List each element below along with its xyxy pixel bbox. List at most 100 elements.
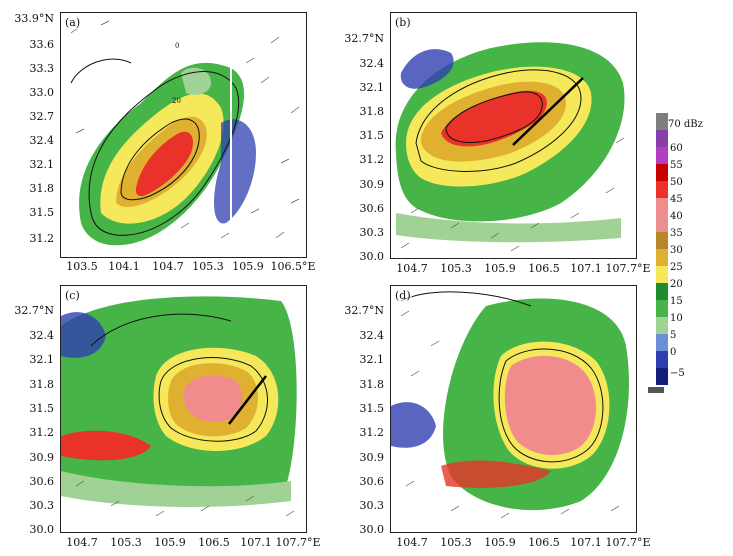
x-tick: 105.3 [110,536,142,549]
y-tick: 33.0 [29,86,55,99]
echo-areas-d [391,298,629,511]
y-tick: 31.8 [359,378,385,391]
contour-label: 0 [175,42,180,50]
radar-panel-a: (a) [60,12,307,258]
y-tick: 32.4 [29,134,55,147]
contours-b [415,69,582,172]
x-tick: 107.7°E [605,536,651,549]
y-tick: 30.6 [359,202,385,215]
colorbar-segment [656,368,668,385]
y-tick: 32.4 [29,329,55,342]
y-tick: 32.7°N [344,304,384,317]
colorbar-label: 40 [670,211,683,222]
x-tick: 105.9 [484,536,516,549]
x-tick: 106.5 [528,536,560,549]
y-tick: 32.4 [359,329,385,342]
x-tick: 106.5 [528,262,560,275]
y-tick: 30.9 [29,451,55,464]
x-tick: 105.9 [154,536,186,549]
y-tick: 31.2 [359,426,385,439]
y-tick: 31.5 [359,402,385,415]
y-tick: 31.8 [29,378,55,391]
y-tick: 30.9 [359,451,385,464]
y-tick: 30.6 [29,475,55,488]
x-tick: 107.1 [570,536,602,549]
wind-barbs-c [75,480,295,517]
y-tick: 30.0 [359,250,385,263]
colorbar-segment [656,147,668,164]
x-tick: 104.7 [152,260,184,273]
colorbar-segment [656,215,668,232]
panel-label-b: (b) [394,16,412,29]
x-tick: 107.7°E [605,262,651,275]
colorbar-label: 5 [670,330,677,341]
y-tick: 31.8 [29,182,55,195]
x-tick: 105.3 [440,262,472,275]
x-tick: 103.5 [66,260,98,273]
x-tick: 104.7 [396,536,428,549]
colorbar-label: 55 [670,160,683,171]
colorbar-segment [656,266,668,283]
x-tick: 105.9 [484,262,516,275]
colorbar-segment [656,181,668,198]
panel-label-a: (a) [64,16,82,29]
y-tick: 32.1 [29,158,55,171]
x-tick: 105.9 [232,260,264,273]
wind-barbs-b [400,137,625,252]
colorbar-segment [656,232,668,249]
y-tick: 32.7°N [14,304,54,317]
y-tick: 30.9 [359,178,385,191]
y-tick: 32.1 [359,353,385,366]
y-tick: 33.6 [29,38,55,51]
colorbar-segment [656,283,668,300]
reflectivity-map-a [70,20,300,249]
colorbar-segment [656,300,668,317]
reflectivity-map-c [61,296,297,517]
x-tick: 104.1 [108,260,140,273]
y-tick: 31.2 [359,153,385,166]
y-tick: 32.4 [359,57,385,70]
y-tick: 31.5 [29,402,55,415]
convergence-line-b [512,77,584,146]
radar-panel-d: (d) [390,285,637,533]
y-tick: 32.1 [359,81,385,94]
echo-areas-b [395,42,625,243]
x-tick: 107.1 [570,262,602,275]
colorbar-segment [656,334,668,351]
y-tick: 30.3 [359,499,385,512]
contour-label: 20 [172,97,181,105]
x-tick: 106.5°E [270,260,316,273]
y-tick: 30.3 [29,499,55,512]
x-tick: 104.7 [396,262,428,275]
y-tick: 30.6 [359,475,385,488]
y-tick: 31.2 [29,426,55,439]
colorbar-label: 50 [670,177,683,188]
panel-label-d: (d) [394,289,412,302]
colorbar-label: 25 [670,262,683,273]
colorbar-bottom-cap [648,387,664,393]
colorbar-segment [656,164,668,181]
wind-barbs-d [400,310,620,519]
y-tick: 31.5 [29,206,55,219]
y-tick: 31.8 [359,105,385,118]
y-tick: 30.3 [359,226,385,239]
contours-d [400,291,604,463]
radar-panel-b: (b) [390,12,637,259]
y-tick: 32.7 [29,110,55,123]
colorbar-label: 30 [670,245,683,256]
y-tick: 31.2 [29,232,55,245]
colorbar-label: 20 [670,279,683,290]
x-tick: 104.7 [66,536,98,549]
y-tick: 32.7°N [344,32,384,45]
colorbar-label: 15 [670,296,683,307]
reflectivity-map-b [395,42,625,252]
panel-label-c: (c) [64,289,81,302]
colorbar-segment [656,130,668,147]
colorbar-segment [656,198,668,215]
y-tick: 32.1 [29,353,55,366]
x-tick: 105.3 [192,260,224,273]
colorbar-segment [656,249,668,266]
contours-a [70,58,240,236]
colorbar-label: 10 [670,313,683,324]
colorbar-segment [656,113,668,130]
